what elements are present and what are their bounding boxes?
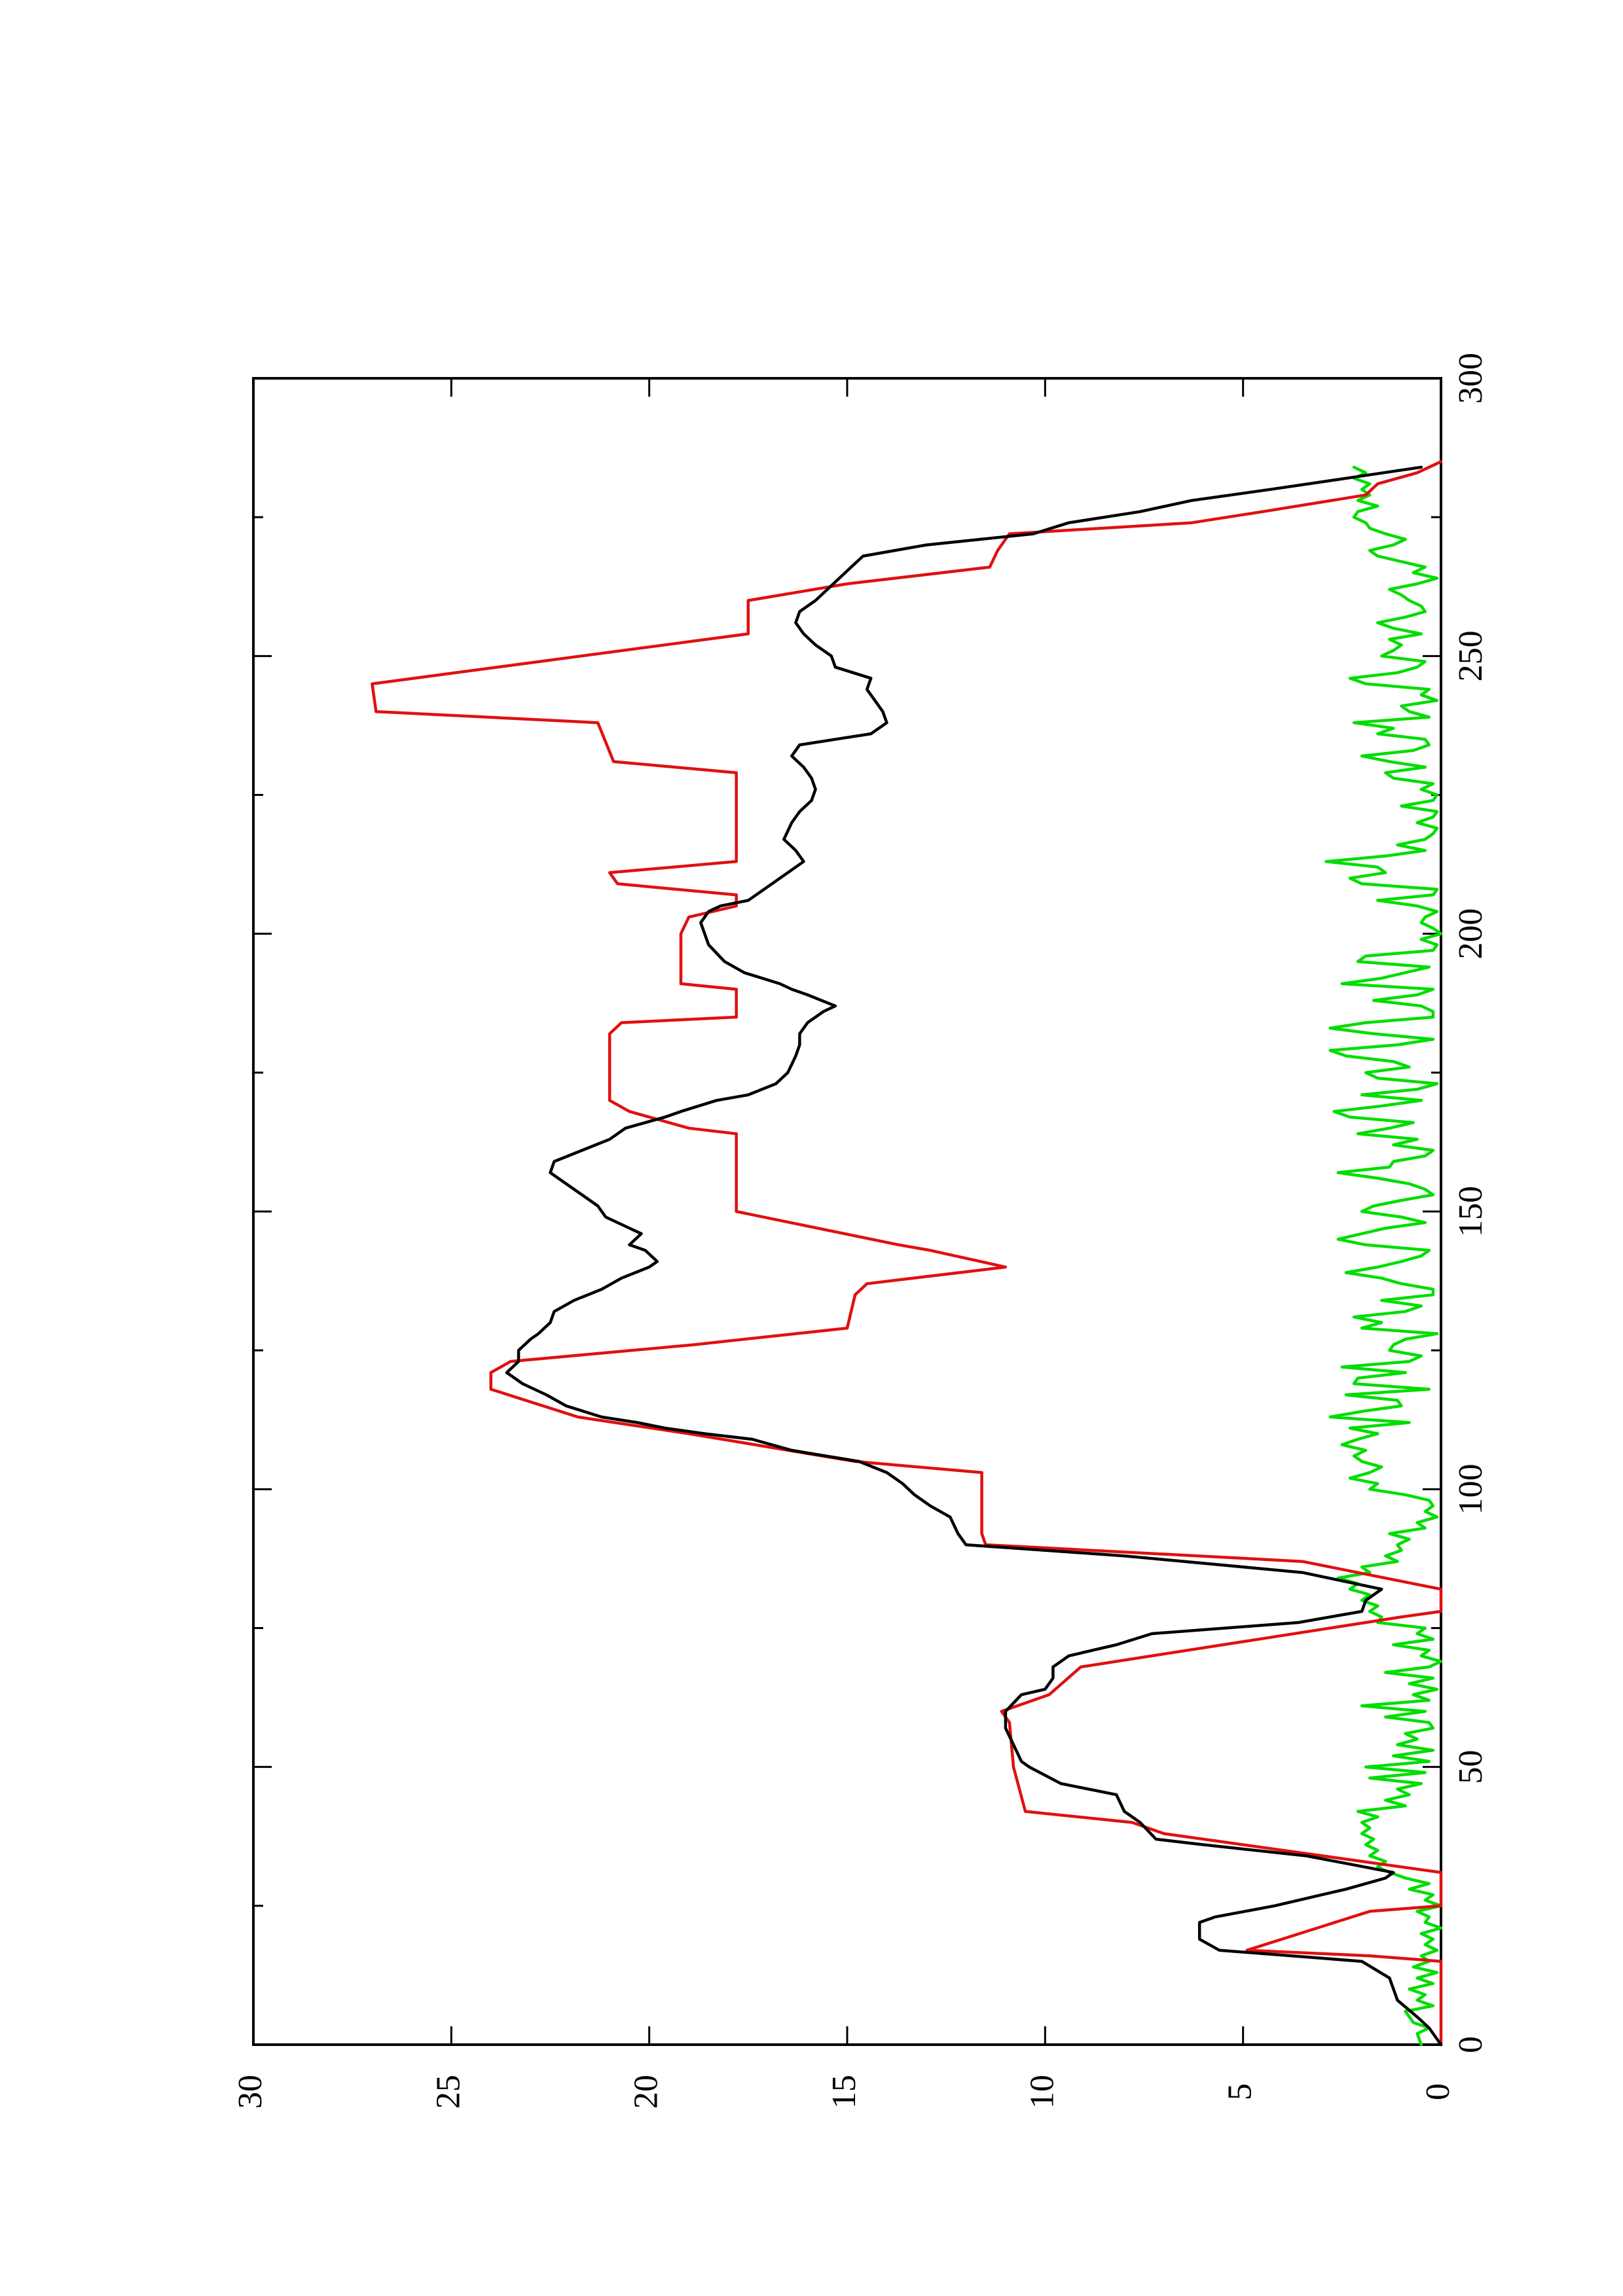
series-black-line [505,465,1443,2047]
x-tick-label: 250 [1452,630,1489,681]
y-tick-label: 5 [1222,2083,1259,2100]
x-tick-label: 200 [1452,908,1489,960]
y-tick-label: 15 [826,2075,863,2109]
x-tick-label: 150 [1452,1186,1489,1237]
y-tick-label: 0 [1419,2083,1457,2100]
axis-tick-labels: 0 50 100 150 200 250 300 0 5 10 15 20 25 30 [232,353,1489,2109]
x-tick-label: 50 [1452,1750,1489,1784]
series-red-line [371,460,1443,2047]
y-tick-label: 10 [1023,2075,1061,2109]
series-layer [371,460,1443,2047]
series-green-line [1324,465,1443,2047]
y-tick-label: 30 [232,2075,269,2109]
x-tick-label: 300 [1452,353,1489,404]
y-tick-label: 25 [429,2075,467,2109]
x-tick-label: 0 [1452,2036,1489,2053]
axis-ticks [252,377,1442,2046]
x-tick-label: 100 [1452,1463,1489,1515]
plot-frame [252,377,1442,2046]
y-tick-label: 20 [628,2075,665,2109]
